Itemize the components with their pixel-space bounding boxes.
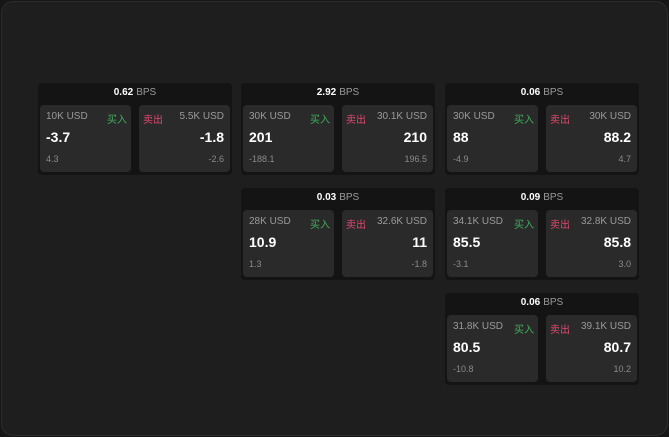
sell-label[interactable]: 卖出 <box>550 220 570 231</box>
quantity: 34.1K USD <box>453 216 504 227</box>
quote-widget: 0.06 BPS 30K USD 买入 88 -4.9 30K USD 卖出 88… <box>445 83 639 175</box>
change: -2.6 <box>208 154 224 164</box>
quantity: 39.1K USD <box>580 321 631 332</box>
sell-label[interactable]: 卖出 <box>346 115 366 126</box>
spread-header: 0.06 BPS <box>445 83 639 103</box>
spread-unit: BPS <box>543 192 564 203</box>
sell-side[interactable]: 32.6K USD 卖出 11 -1.8 <box>342 210 433 277</box>
change: 3.0 <box>618 259 631 269</box>
buy-label[interactable]: 买入 <box>107 115 127 126</box>
change: -188.1 <box>249 154 275 164</box>
sell-label[interactable]: 卖出 <box>346 220 366 231</box>
spread-header: 2.92 BPS <box>241 83 435 103</box>
spread-header: 0.06 BPS <box>445 293 639 313</box>
price: -3.7 <box>46 129 71 145</box>
sell-side[interactable]: 5.5K USD 卖出 -1.8 -2.6 <box>139 105 230 172</box>
buy-label[interactable]: 买入 <box>514 115 534 126</box>
spread-value: 0.03 <box>316 192 337 203</box>
price: 85.8 <box>603 234 631 250</box>
quote-widget: 0.03 BPS 28K USD 买入 10.9 1.3 32.6K USD 卖出… <box>241 188 435 280</box>
quantity: 5.5K USD <box>179 111 224 122</box>
quantity: 30K USD <box>589 111 631 122</box>
price: 80.7 <box>603 339 631 355</box>
quote-widget: 0.06 BPS 31.8K USD 买入 80.5 -10.8 39.1K US… <box>445 293 639 385</box>
spread-header: 0.62 BPS <box>38 83 232 103</box>
change: 196.5 <box>404 154 427 164</box>
quote-widget: 0.62 BPS 10K USD 买入 -3.7 4.3 5.5K USD 卖出 … <box>38 83 232 175</box>
sell-label[interactable]: 卖出 <box>143 115 163 126</box>
spread-value: 2.92 <box>316 87 337 98</box>
spread-unit: BPS <box>136 87 157 98</box>
quantity: 30K USD <box>453 111 495 122</box>
quantity: 30.1K USD <box>376 111 427 122</box>
spread-value: 0.62 <box>113 87 134 98</box>
price: 80.5 <box>453 339 481 355</box>
sell-label[interactable]: 卖出 <box>550 325 570 336</box>
change: -10.8 <box>453 364 474 374</box>
price: -1.8 <box>199 129 224 145</box>
spread-unit: BPS <box>543 297 564 308</box>
price: 10.9 <box>249 234 277 250</box>
sell-side[interactable]: 32.8K USD 卖出 85.8 3.0 <box>546 210 637 277</box>
price: 210 <box>403 129 427 145</box>
quote-widget: 0.09 BPS 34.1K USD 买入 85.5 -3.1 32.8K USD… <box>445 188 639 280</box>
quantity: 30K USD <box>249 111 291 122</box>
buy-side[interactable]: 30K USD 买入 88 -4.9 <box>447 105 538 172</box>
sell-side[interactable]: 39.1K USD 卖出 80.7 10.2 <box>546 315 637 382</box>
spread-value: 0.06 <box>520 87 541 98</box>
buy-side[interactable]: 30K USD 买入 201 -188.1 <box>243 105 334 172</box>
sell-label[interactable]: 卖出 <box>550 115 570 126</box>
spread-value: 0.06 <box>520 297 541 308</box>
quantity: 32.8K USD <box>580 216 631 227</box>
spread-header: 0.09 BPS <box>445 188 639 208</box>
buy-side[interactable]: 28K USD 买入 10.9 1.3 <box>243 210 334 277</box>
buy-label[interactable]: 买入 <box>310 220 330 231</box>
price: 88 <box>453 129 469 145</box>
price: 85.5 <box>453 234 481 250</box>
change: -3.1 <box>453 259 469 269</box>
quantity: 10K USD <box>46 111 88 122</box>
price: 11 <box>412 234 427 250</box>
buy-label[interactable]: 买入 <box>310 115 330 126</box>
spread-value: 0.09 <box>520 192 541 203</box>
spread-unit: BPS <box>543 87 564 98</box>
sell-side[interactable]: 30.1K USD 卖出 210 196.5 <box>342 105 433 172</box>
buy-label[interactable]: 买入 <box>514 220 534 231</box>
buy-side[interactable]: 10K USD 买入 -3.7 4.3 <box>40 105 131 172</box>
quantity: 28K USD <box>249 216 291 227</box>
buy-side[interactable]: 31.8K USD 买入 80.5 -10.8 <box>447 315 538 382</box>
buy-side[interactable]: 34.1K USD 买入 85.5 -3.1 <box>447 210 538 277</box>
quote-widget: 2.92 BPS 30K USD 买入 201 -188.1 30.1K USD … <box>241 83 435 175</box>
change: -4.9 <box>453 154 469 164</box>
price: 88.2 <box>603 129 631 145</box>
sell-side[interactable]: 30K USD 卖出 88.2 4.7 <box>546 105 637 172</box>
change: 10.2 <box>613 364 631 374</box>
change: 4.7 <box>618 154 631 164</box>
price: 201 <box>249 129 273 145</box>
change: -1.8 <box>411 259 427 269</box>
spread-unit: BPS <box>339 87 360 98</box>
spread-unit: BPS <box>339 192 360 203</box>
quantity: 31.8K USD <box>453 321 504 332</box>
change: 4.3 <box>46 154 59 164</box>
change: 1.3 <box>249 259 262 269</box>
spread-header: 0.03 BPS <box>241 188 435 208</box>
quantity: 32.6K USD <box>376 216 427 227</box>
buy-label[interactable]: 买入 <box>514 325 534 336</box>
